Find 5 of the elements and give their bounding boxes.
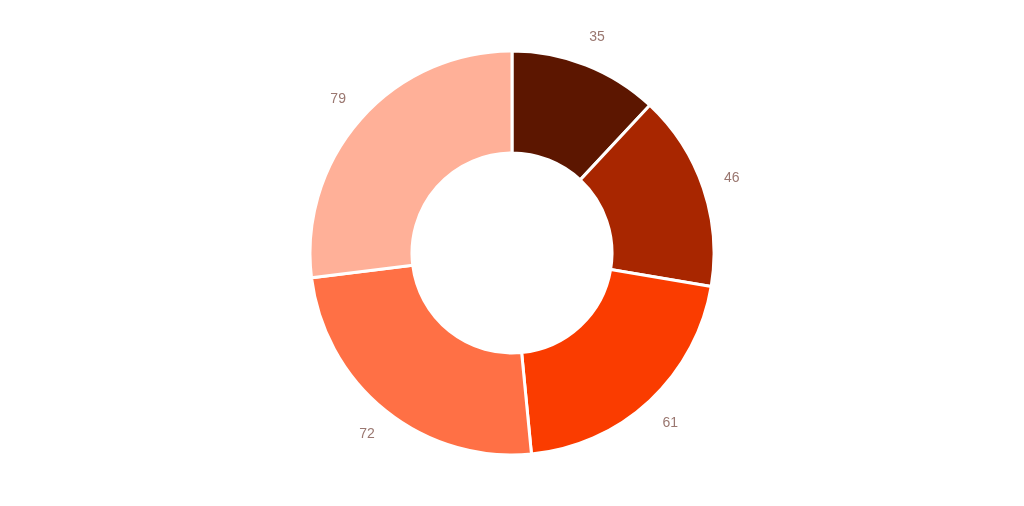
data-label: 79 (330, 90, 347, 107)
data-label: 72 (359, 425, 375, 442)
data-label: 46 (723, 169, 740, 186)
data-label: 61 (662, 413, 679, 430)
data-label: 35 (589, 28, 606, 45)
